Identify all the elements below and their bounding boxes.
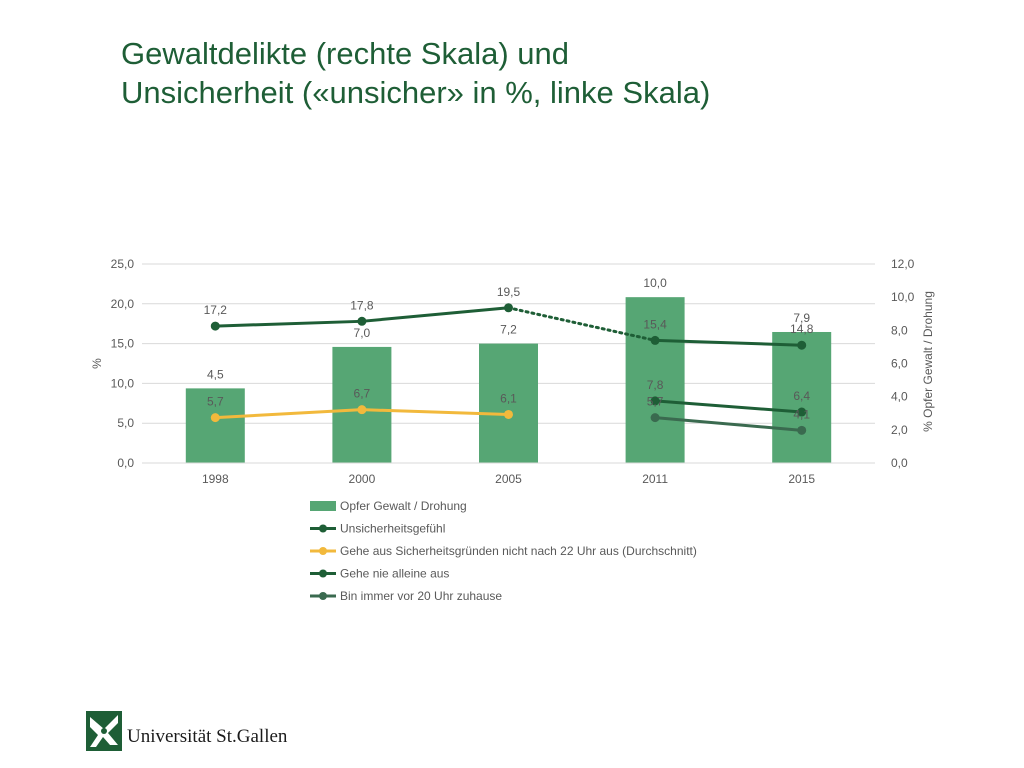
university-logo: Universität St.Gallen [86,711,326,755]
y-left-tick-label: 10,0 [111,376,135,390]
y-left-tick-label: 5,0 [117,416,134,430]
y-left-axis-title: % [90,358,104,369]
x-tick-label: 1998 [202,472,229,486]
title-line-2: Unsicherheit («unsicher» in %, linke Ska… [121,75,711,110]
series-line-segment [361,408,509,416]
series-line-segment [654,416,802,432]
series-data-label: 6,4 [793,389,810,403]
bar [625,297,685,463]
y-right-tick-label: 12,0 [891,257,915,271]
legend-marker [319,547,327,555]
series-point [650,335,660,345]
logo-emblem-icon [86,711,122,751]
bar-data-label: 7,0 [354,326,371,340]
y-left-tick-label: 25,0 [111,257,135,271]
series-point [357,405,367,415]
title-line-1: Gewaltdelikte (rechte Skala) und [121,36,570,71]
legend-label: Bin immer vor 20 Uhr zuhause [340,589,502,603]
y-left-tick-label: 15,0 [111,337,135,351]
legend-label: Opfer Gewalt / Drohung [340,499,467,513]
series-data-label: 14,8 [790,322,814,336]
y-right-tick-label: 6,0 [891,357,908,371]
series-point [650,396,660,406]
series-data-label: 5,7 [647,395,664,409]
series-line-segment [215,408,362,420]
slide-title: Gewaltdelikte (rechte Skala) und Unsiche… [121,34,921,112]
series-point [797,407,807,417]
x-tick-label: 2015 [788,472,815,486]
bar-data-label: 10,0 [643,276,667,290]
bar-data-label: 7,9 [793,311,810,325]
y-right-tick-label: 4,0 [891,390,908,404]
logo-text: Universität St.Gallen [127,726,288,747]
bar-data-label: 7,2 [500,323,517,337]
series-point [504,303,513,313]
series-data-label: 17,2 [204,303,228,317]
series-line-segment [654,399,802,414]
x-tick-label: 2005 [495,472,522,486]
y-left-tick-label: 0,0 [117,456,134,470]
y-right-tick-label: 8,0 [891,323,908,337]
series-point [504,409,513,419]
legend-label: Unsicherheitsgefühl [340,522,445,536]
y-right-tick-label: 0,0 [891,456,908,470]
bar [772,331,832,463]
legend-label: Gehe aus Sicherheitsgründen nicht nach 2… [340,544,697,558]
y-right-tick-label: 2,0 [891,423,908,437]
bar-data-label: 4,5 [207,367,224,381]
series-data-label: 19,5 [497,285,521,299]
series-data-label: 6,7 [354,387,371,401]
series-point [210,321,220,331]
y-left-tick-label: 20,0 [111,297,135,311]
series-point [650,413,660,423]
y-right-tick-label: 10,0 [891,290,915,304]
series-point [797,340,807,350]
bar [185,388,245,463]
series-point [357,316,367,326]
series-line-segment [507,306,657,342]
series-data-label: 6,1 [500,391,517,405]
bar [479,343,538,463]
series-point [797,425,807,435]
series-line-segment [361,306,509,323]
series-point [210,413,220,423]
legend-label: Gehe nie alleine aus [340,567,449,581]
y-right-axis-title: % Opfer Gewalt / Drohung [921,291,935,432]
series-line-segment [655,338,802,347]
legend-swatch [310,501,336,511]
bar [332,346,392,463]
series-data-label: 17,8 [350,298,374,312]
legend-marker [319,569,327,578]
legend-marker [319,592,327,600]
x-tick-label: 2000 [349,472,376,486]
x-tick-label: 2011 [642,472,668,486]
series-data-label: 4,1 [793,407,810,421]
series-data-label: 5,7 [207,395,224,409]
legend-marker [319,524,327,533]
series-data-label: 15,4 [643,317,667,331]
series-data-label: 7,8 [647,378,664,392]
series-line-segment [215,319,362,328]
